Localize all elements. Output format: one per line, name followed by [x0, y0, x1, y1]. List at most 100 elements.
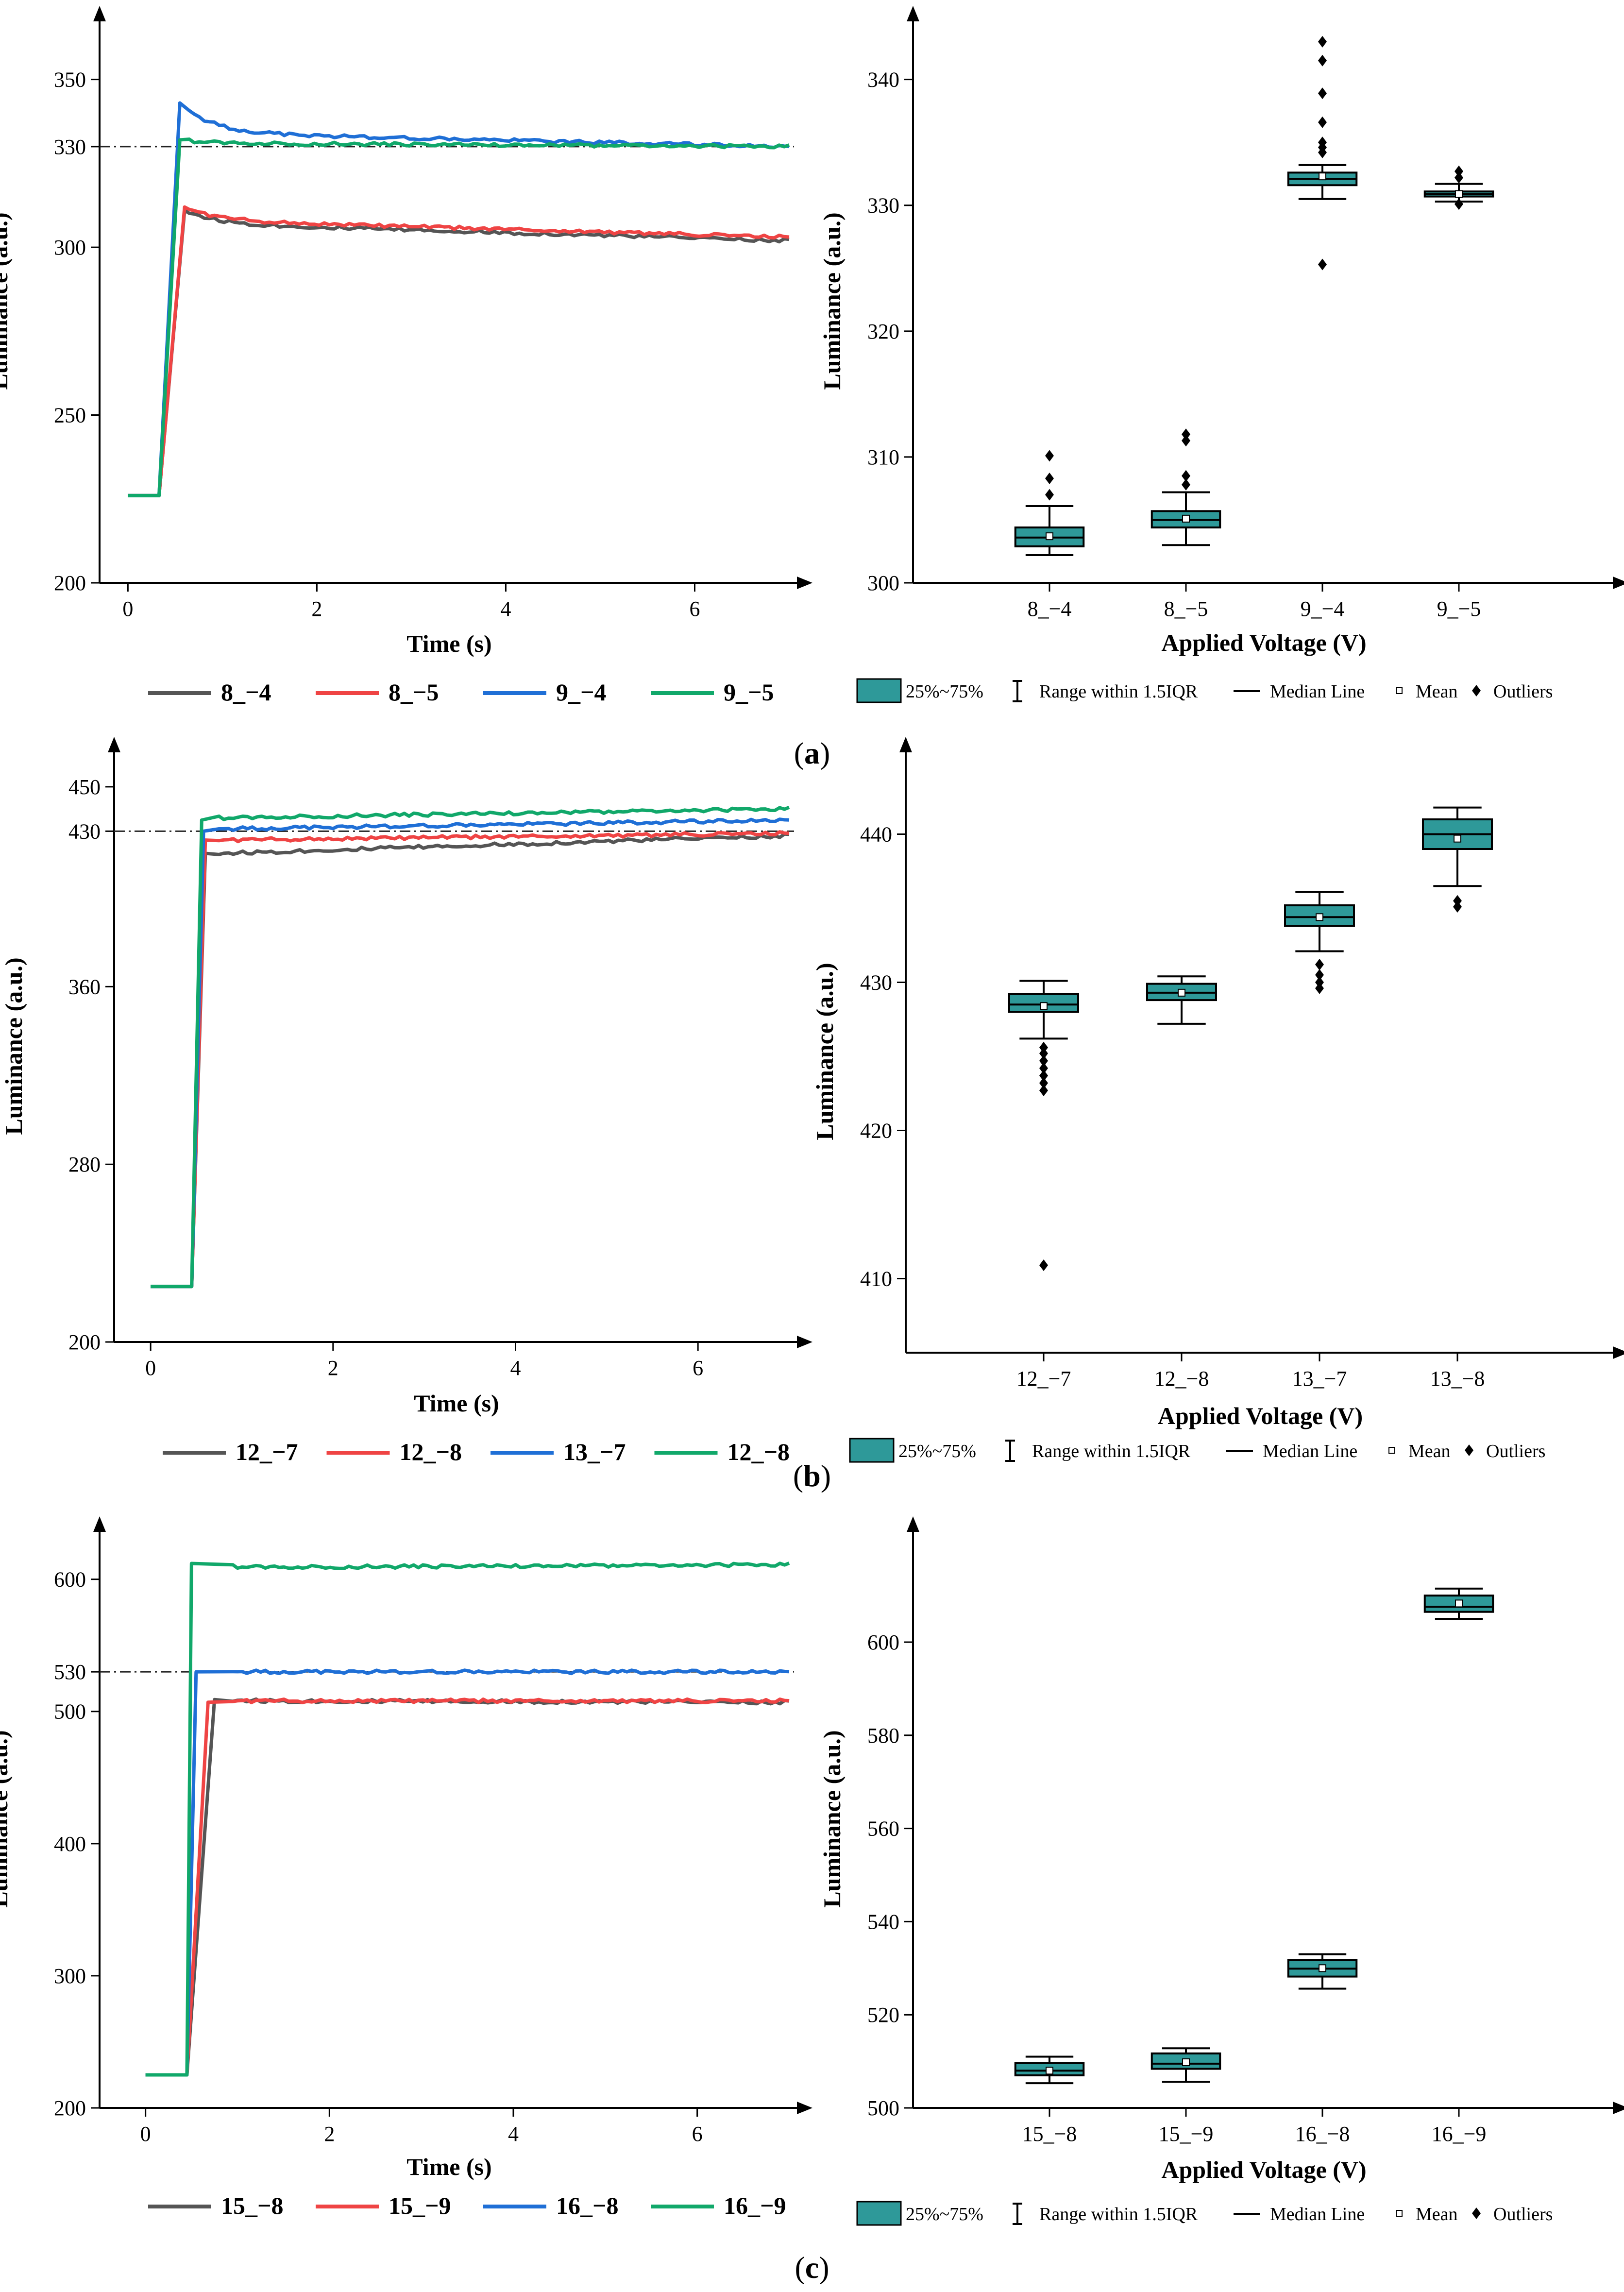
panel-a-box-chart: 300 310 320 330 340 8_−4 8_−5 9_−4 9_−5 Applied V…	[818, 6, 1624, 703]
c-line-xtick-label-4: 4	[508, 2122, 519, 2146]
b-box-xtick-label-13-8-3: 13_−8	[1430, 1367, 1485, 1391]
a-box-xtick-label-8-5-1: 8_−5	[1164, 597, 1208, 621]
a-line-xtick-label-0: 0	[122, 597, 133, 621]
c-line-y-axis-arrow	[93, 1516, 106, 1532]
b-line-legend-label-1: 12_−8	[400, 1438, 462, 1465]
a-line-xtick-label-4: 4	[500, 597, 511, 621]
a-box-outlier-8-5-1-3	[1182, 428, 1190, 441]
c-box-xtick-label-15-9-1: 15_−9	[1159, 2122, 1214, 2146]
a-box-y-axis-arrow	[907, 6, 919, 21]
b-line-y-axis-label: Luminance (a.u.)	[0, 957, 27, 1135]
b-box-xtick-label-12-7-0: 12_−7	[1016, 1367, 1071, 1391]
b-box-legend-range-label: Range within 1.5IQR	[1032, 1441, 1191, 1461]
b-box-outlier-13-7-2-3	[1315, 958, 1324, 970]
b-box-ytick-label-420: 420	[860, 1119, 892, 1143]
a-box-outlier-9-4-2-6	[1318, 54, 1327, 67]
b-box-outlier-12-7-0-6	[1039, 1047, 1048, 1059]
c-box-legend-median-label: Median Line	[1270, 2204, 1365, 2224]
b-line-series-13-7-2	[151, 817, 790, 1289]
b-line-xtick-label-6: 6	[693, 1356, 703, 1380]
c-box-legend-mean-label: Mean	[1416, 2204, 1458, 2224]
panel-label-a-letter: a	[804, 736, 820, 770]
b-box-legend-box-swatch	[849, 1438, 895, 1463]
c-line-series-16-9-3	[145, 1562, 790, 2077]
a-line-legend-label-2: 9_−4	[556, 679, 607, 706]
c-line-xtick-label-6: 6	[692, 2122, 703, 2146]
b-box-legend-mean-label: Mean	[1408, 1441, 1451, 1461]
a-line-x-axis-label: Time (s)	[406, 630, 491, 657]
c-box-box-15-9-1	[1150, 2052, 1221, 2070]
b-box-legend-outlier-icon	[1465, 1444, 1473, 1456]
c-box-y-axis-label: Luminance (a.u.)	[818, 1730, 846, 1907]
panel-b-box-chart: 410 420 430 440 12_−7 12_−8 13_−7 13_−8 Applied …	[811, 737, 1624, 1463]
panel-label-b-letter: b	[803, 1459, 821, 1493]
a-box-outlier-9-4-2-3	[1318, 136, 1327, 149]
a-line-ytick-label-330: 330	[54, 135, 86, 159]
c-line-xtick-label-2: 2	[324, 2122, 335, 2146]
c-box-ytick-label-560: 560	[867, 1817, 899, 1841]
a-box-y-axis-label: Luminance (a.u.)	[818, 212, 846, 390]
b-line-legend-label-3: 12_−8	[727, 1438, 790, 1465]
a-box-xtick-label-8-4-0: 8_−4	[1028, 597, 1072, 621]
c-box-mean-16-8-2	[1319, 1964, 1326, 1972]
panel-c-line-chart: 0 2 4 6 200 300 400 500 530 600 Time (s) Luminance …	[0, 1516, 812, 2219]
b-box-outlier-13-7-2-2	[1315, 969, 1324, 981]
b-line-legend-label-2: 13_−7	[563, 1438, 626, 1465]
c-line-ytick-label-530: 530	[54, 1660, 86, 1684]
b-box-outlier-12-7-0-1	[1039, 1085, 1048, 1097]
b-line-x-axis-label: Time (s)	[414, 1390, 499, 1417]
c-line-legend-label-0: 15_−8	[221, 2192, 284, 2219]
a-box-legend-outlier-icon	[1472, 685, 1481, 696]
c-line-legend-label-2: 16_−8	[556, 2192, 619, 2219]
c-line-series-15-8-0	[145, 1697, 790, 2077]
a-box-mean-9-5-3	[1455, 190, 1463, 198]
panel-c-box-chart: 500 520 540 560 580 600 15_−8 15_−9 16_−8 16_−9 Ap…	[818, 1516, 1624, 2226]
b-box-x-axis-label: Applied Voltage (V)	[1158, 1402, 1363, 1429]
a-box-outlier-8-4-0-1	[1045, 472, 1054, 484]
panel-label-c-letter: c	[805, 2250, 819, 2285]
c-box-mean-15-8-0	[1046, 2067, 1053, 2075]
a-box-mean-9-4-2	[1319, 172, 1326, 181]
b-line-ytick-label-360: 360	[68, 975, 101, 999]
c-box-xtick-label-16-9-3: 16_−9	[1432, 2122, 1487, 2146]
b-line-series-12-8-3	[151, 805, 790, 1289]
c-line-series-15-9-1	[145, 1697, 790, 2077]
c-box-ytick-label-500: 500	[867, 2096, 899, 2120]
a-box-legend-outliers-label: Outliers	[1493, 681, 1553, 702]
a-box-x-axis-label: Applied Voltage (V)	[1161, 629, 1366, 656]
b-box-outlier-12-7-0-7	[1039, 1041, 1048, 1053]
a-box-outlier-9-5-3-1	[1455, 171, 1463, 184]
a-line-series-9-5-3	[128, 137, 790, 497]
a-line-legend-label-0: 8_−4	[221, 679, 271, 706]
b-box-outlier-12-7-0-4	[1039, 1062, 1048, 1074]
c-box-legend-box-swatch	[856, 2201, 902, 2226]
b-box-y-axis-arrow	[899, 737, 912, 752]
a-line-y-axis-label: Luminance (a.u.)	[0, 212, 13, 390]
a-line-xtick-label-2: 2	[311, 597, 322, 621]
a-box-outlier-8-4-0-0	[1045, 489, 1054, 501]
panel-label-c: (c)	[795, 2250, 829, 2285]
a-box-outlier-8-5-1-2	[1182, 435, 1190, 447]
b-box-outlier-12-7-0-0	[1039, 1259, 1048, 1272]
c-box-mean-15-9-1	[1182, 2058, 1190, 2067]
a-box-ytick-label-310: 310	[867, 445, 899, 469]
c-line-legend-label-3: 16_−9	[724, 2192, 786, 2219]
b-line-ytick-label-280: 280	[68, 1153, 101, 1176]
panel-a-line-chart: 0 2 4 6 200 250 300 330 350 Time (s) Luminance (a.…	[0, 6, 812, 706]
c-line-ytick-label-200: 200	[54, 2096, 86, 2120]
a-box-legend-median-label: Median Line	[1270, 681, 1365, 702]
c-line-legend-label-1: 15_−9	[389, 2192, 451, 2219]
a-line-series-9-4-2	[128, 101, 790, 497]
a-box-outlier-8-4-0-2	[1045, 450, 1054, 462]
b-line-xtick-label-0: 0	[145, 1356, 156, 1380]
b-box-outlier-13-8-3-1	[1453, 895, 1462, 907]
a-box-outlier-9-4-2-4	[1318, 116, 1327, 128]
c-box-x-axis-label: Applied Voltage (V)	[1161, 2156, 1366, 2183]
panel-b-line-chart: 0 2 4 6 200 280 360 430 450 Time (s) Luminance (a.…	[0, 737, 812, 1465]
a-box-outlier-9-4-2-5	[1318, 87, 1327, 100]
a-line-ytick-label-250: 250	[54, 404, 86, 427]
a-box-ytick-label-340: 340	[867, 68, 899, 92]
c-box-y-axis-arrow	[907, 1516, 919, 1532]
a-line-legend-label-3: 9_−5	[724, 679, 774, 706]
